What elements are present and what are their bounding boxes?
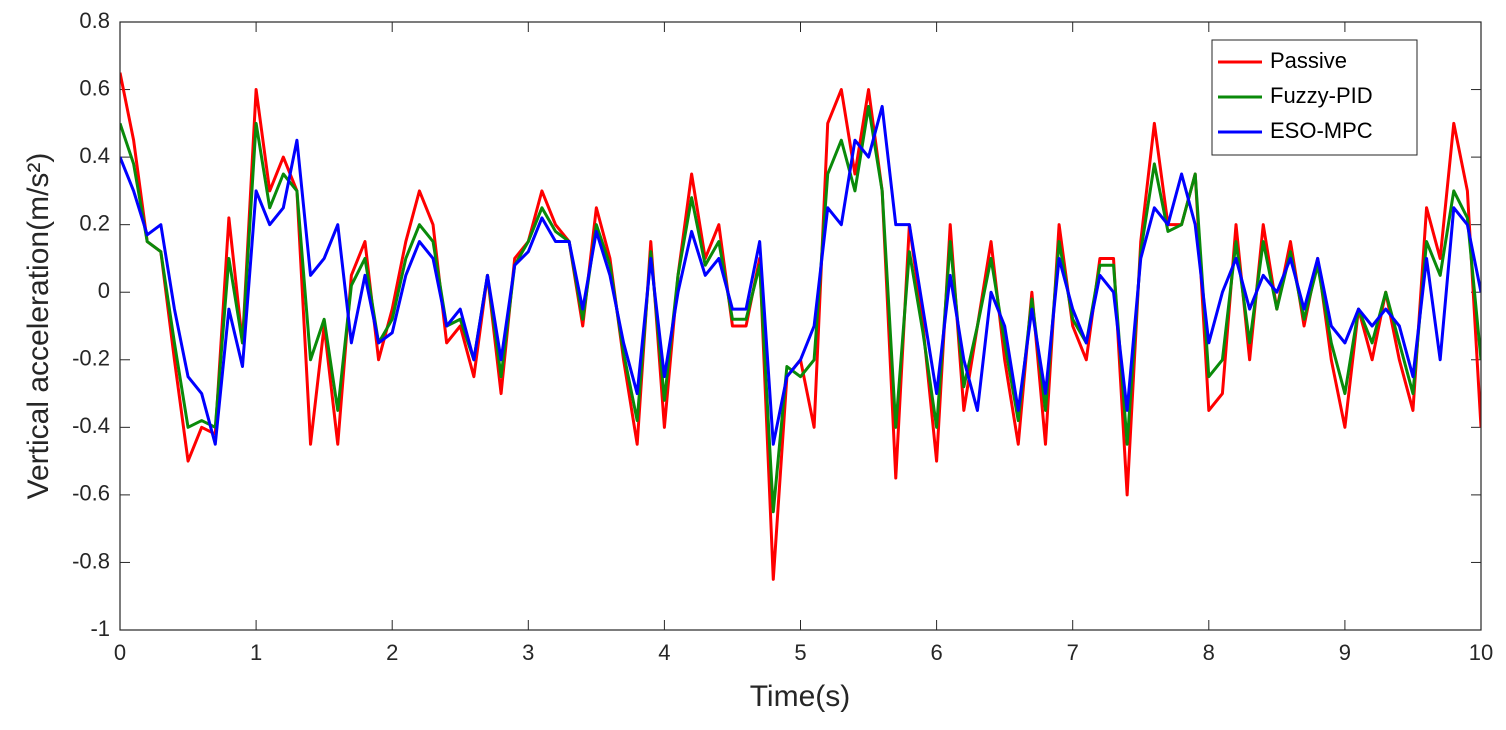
legend: Passive Fuzzy-PID ESO-MPC [1212, 40, 1417, 155]
y-tick-label: 0.2 [79, 210, 110, 235]
x-axis-label: Time(s) [750, 680, 851, 713]
legend-label: Passive [1270, 48, 1347, 73]
y-tick-label: 0.4 [79, 143, 110, 168]
x-tick-label: 0 [114, 640, 126, 665]
x-tick-label: 3 [522, 640, 534, 665]
x-tick-label: 8 [1203, 640, 1215, 665]
y-tick-label: -1 [90, 616, 110, 641]
x-tick-label: 4 [658, 640, 670, 665]
legend-label: Fuzzy-PID [1270, 83, 1373, 108]
x-tick-label: 9 [1339, 640, 1351, 665]
y-tick-label: -0.2 [72, 346, 110, 371]
x-tick-label: 1 [250, 640, 262, 665]
y-tick-label: -0.4 [72, 413, 110, 438]
x-tick-label: 5 [794, 640, 806, 665]
y-tick-label: -0.6 [72, 481, 110, 506]
x-tick-label: 10 [1469, 640, 1493, 665]
x-tick-label: 7 [1067, 640, 1079, 665]
y-tick-label: 0.8 [79, 8, 110, 33]
y-tick-label: -0.8 [72, 548, 110, 573]
y-axis-label: Vertical acceleration(m/s²) [22, 153, 55, 500]
x-tick-label: 6 [930, 640, 942, 665]
y-tick-label: 0.6 [79, 75, 110, 100]
legend-label: ESO-MPC [1270, 118, 1373, 143]
x-tick-label: 2 [386, 640, 398, 665]
y-tick-label: 0 [98, 278, 110, 303]
